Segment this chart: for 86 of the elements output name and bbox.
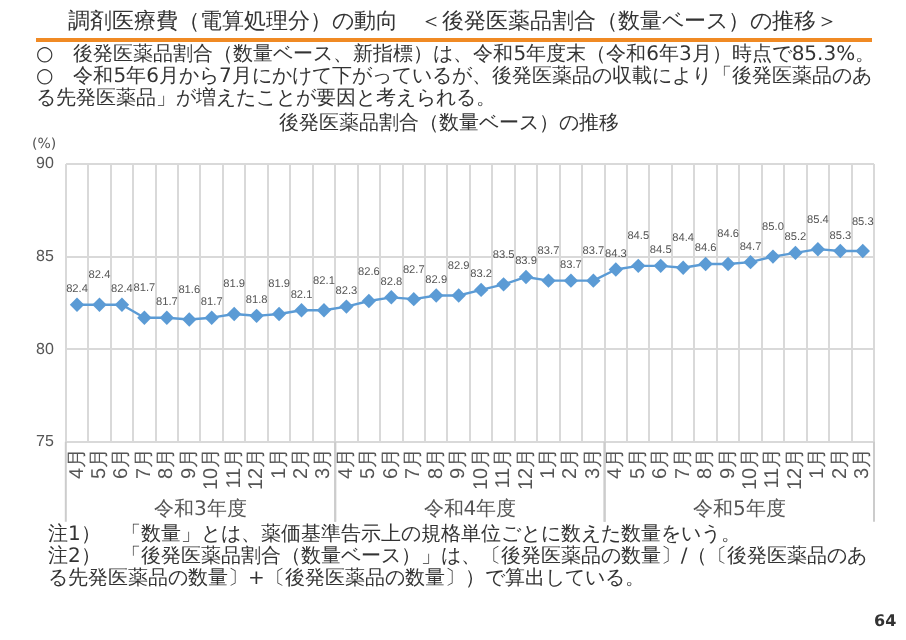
x-tick-label: 5月 [88, 447, 111, 479]
point [249, 308, 264, 324]
text: 注2） 「後発医薬品割合（数量ベース）」は、〔後発医薬品の数量〕/（〔後発医薬品のある先発医薬品の数量〕+〔後発医薬品の数量〕）で算出している。 [48, 546, 868, 590]
x-tick-label: 6月 [111, 447, 134, 479]
x-tick-label: 2月 [829, 447, 852, 479]
x-tick-label: 10月 [740, 447, 763, 490]
x-tick-label: 2月 [291, 447, 314, 479]
point [361, 293, 377, 309]
x-tick-label: 6月 [650, 447, 673, 479]
x-tick-label: 9月 [717, 447, 740, 479]
y-tick-label: 80 [35, 339, 55, 358]
x-tick-label: 4月 [335, 447, 358, 479]
point [339, 299, 354, 314]
x-tick-label: 1月 [268, 447, 291, 479]
x-tick-label: 3月 [313, 447, 336, 479]
text: ○ 後発医薬品割合（数量ベース、新指標）は、令和5年度末（令和6年3月）時点で85.3%。 [36, 44, 876, 66]
x-tick-label: 5月 [627, 447, 650, 479]
point [294, 303, 309, 318]
point [855, 243, 870, 259]
y-tick-label: 85 [35, 246, 55, 265]
point [541, 273, 556, 288]
x-tick-label: 9月 [448, 447, 471, 479]
x-tick-label: 2月 [560, 447, 583, 479]
point [92, 297, 107, 312]
chart-title: 調剤医療費（電算処理分）の動向 ＜後発医薬品割合（数量ベース）の推移＞ [66, 6, 840, 36]
point [182, 312, 197, 327]
x-tick-label: 11月 [493, 447, 516, 489]
point [316, 303, 332, 318]
point [384, 290, 399, 305]
x-tick-label: 1月 [537, 447, 560, 479]
point [586, 273, 601, 288]
point [743, 254, 758, 270]
point [159, 310, 175, 325]
x-tick-label: 3月 [852, 447, 875, 479]
point [675, 260, 691, 275]
x-tick-label: 5月 [358, 447, 381, 479]
point [563, 273, 579, 288]
point [833, 243, 848, 259]
point [204, 310, 219, 325]
x-tick-label: 12月 [515, 447, 538, 490]
x-tick-label: 9月 [178, 447, 201, 479]
text: 注1） 「数量」とは、薬価基準告示上の規格単位ごとに数えた数量をいう。 [48, 524, 743, 546]
point [631, 258, 646, 274]
x-tick-label: 12月 [784, 447, 807, 490]
x-tick-label: 11月 [762, 447, 785, 489]
x-tick-label: 4月 [605, 447, 628, 479]
point [69, 297, 85, 312]
x-tick-label: 11月 [223, 447, 246, 489]
point [518, 269, 534, 285]
x-tick-label: 3月 [582, 447, 605, 479]
text: 令和5年度 [692, 496, 786, 521]
chart-subtitle: 後発医薬品割合（数量ベース）の推移 [279, 111, 619, 136]
x-tick-label: 10月 [201, 447, 224, 490]
point [496, 277, 511, 292]
x-tick-label: 12月 [246, 447, 269, 490]
point [429, 288, 444, 303]
x-tick-label: 6月 [380, 447, 403, 479]
point [608, 262, 624, 277]
point [788, 245, 803, 261]
y-tick-label: 90 [35, 154, 55, 173]
x-tick-label: 10月 [470, 447, 493, 490]
point [451, 288, 466, 303]
x-tick-label: 1月 [807, 447, 830, 479]
x-tick-label: 4月 [66, 447, 89, 479]
text: 64 [874, 612, 897, 630]
x-tick-label: 7月 [403, 447, 426, 479]
text: 令和4年度 [423, 496, 517, 521]
point [720, 256, 736, 272]
x-tick-label: 7月 [133, 447, 156, 479]
point [698, 256, 713, 272]
y-tick-label: 75 [35, 432, 55, 451]
point [271, 306, 287, 322]
point [473, 282, 489, 298]
x-tick-label: 8月 [156, 447, 179, 479]
text: 令和3年度 [154, 496, 247, 521]
point [406, 291, 421, 307]
point [114, 297, 130, 312]
point [137, 310, 152, 325]
point [810, 241, 826, 257]
text: ○ 令和5年6月から7月にかけて下がっているが、後発医薬品の収載により「後発医薬品のある先発医薬品」が増えたことが要因と考えられる。 [36, 66, 874, 110]
point [765, 249, 781, 264]
point [653, 258, 668, 274]
x-tick-label: 8月 [695, 447, 718, 479]
x-tick-label: 7月 [672, 447, 695, 479]
x-tick-label: 8月 [425, 447, 448, 479]
point [226, 306, 242, 322]
